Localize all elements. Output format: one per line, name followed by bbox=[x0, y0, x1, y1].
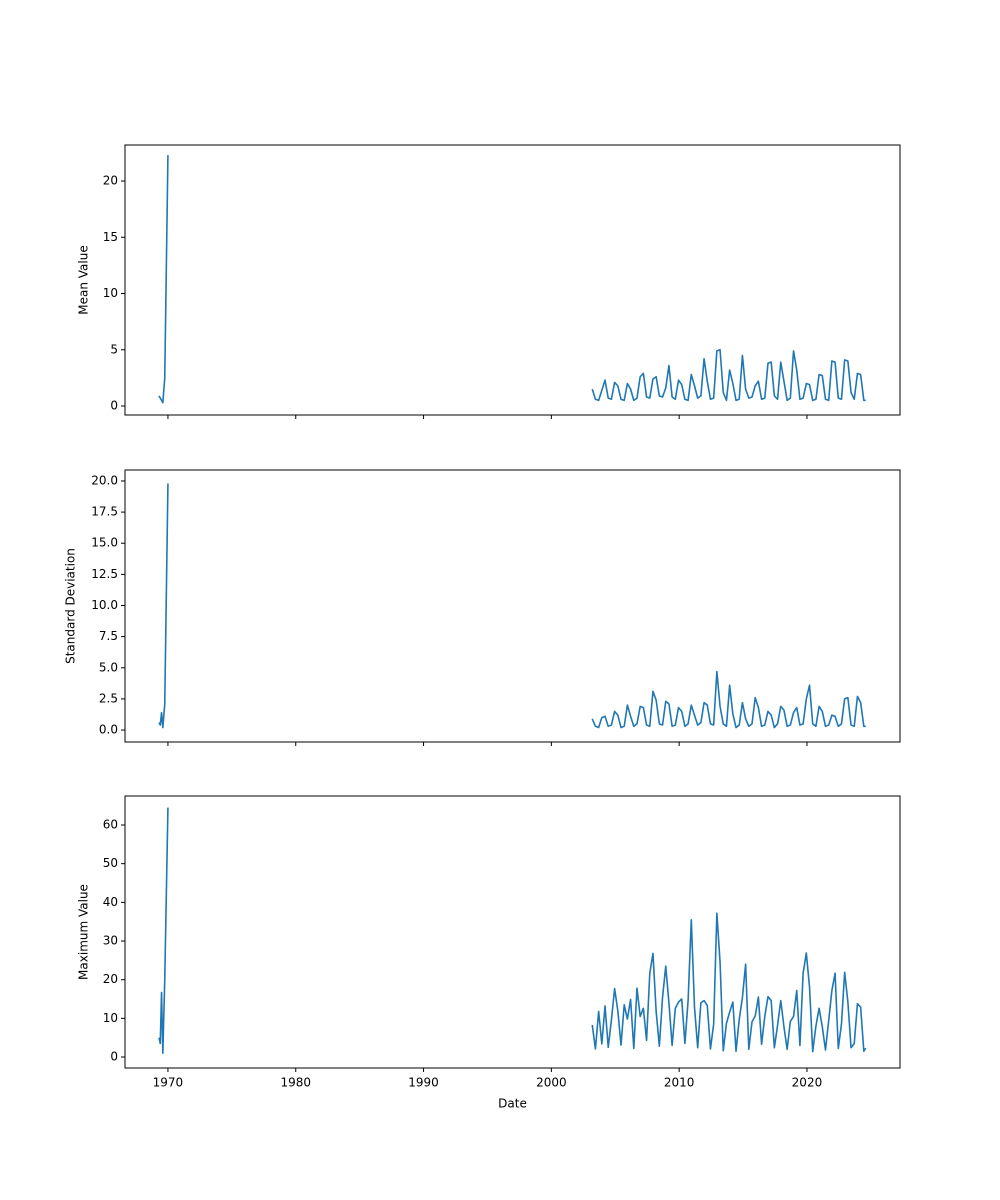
y-tick-label: 20 bbox=[103, 174, 118, 188]
y-tick-label: 20 bbox=[103, 972, 118, 986]
axes-frame bbox=[124, 469, 901, 743]
axes-frame bbox=[124, 144, 901, 416]
x-tick-label: 2020 bbox=[792, 1076, 823, 1090]
x-tick-label: 1990 bbox=[408, 1076, 439, 1090]
y-tick-label: 5.0 bbox=[99, 660, 118, 674]
y-tick-label: 10 bbox=[103, 286, 118, 300]
y-tick-label: 40 bbox=[103, 895, 118, 909]
y-tick-label: 7.5 bbox=[99, 629, 118, 643]
y-tick-label: 30 bbox=[103, 934, 118, 948]
y-axis-label: Mean Value bbox=[77, 245, 91, 314]
axes-frame bbox=[124, 795, 901, 1069]
data-line bbox=[158, 807, 867, 1054]
y-tick-label: 5 bbox=[110, 342, 118, 356]
y-tick-label: 17.5 bbox=[91, 505, 118, 519]
y-tick-label: 50 bbox=[103, 856, 118, 870]
x-tick-label: 1980 bbox=[280, 1076, 311, 1090]
y-tick-label: 20.0 bbox=[91, 473, 118, 487]
data-line bbox=[158, 155, 866, 404]
y-tick-label: 0 bbox=[110, 399, 118, 413]
y-axis-label: Standard Deviation bbox=[64, 548, 78, 664]
y-tick-label: 10.0 bbox=[91, 598, 118, 612]
x-axis-label: Date bbox=[498, 1097, 527, 1111]
y-tick-label: 12.5 bbox=[91, 567, 118, 581]
x-tick-label: 1970 bbox=[153, 1076, 184, 1090]
x-tick-label: 2000 bbox=[536, 1076, 567, 1090]
y-axis-label: Maximum Value bbox=[77, 884, 91, 980]
y-tick-label: 2.5 bbox=[99, 691, 118, 705]
y-tick-label: 0 bbox=[110, 1050, 118, 1064]
data-line bbox=[158, 483, 866, 729]
y-tick-label: 15.0 bbox=[91, 536, 118, 550]
y-tick-label: 60 bbox=[103, 818, 118, 832]
y-tick-label: 10 bbox=[103, 1011, 118, 1025]
y-tick-label: 0.0 bbox=[99, 723, 118, 737]
y-tick-label: 15 bbox=[103, 230, 118, 244]
x-tick-label: 2010 bbox=[664, 1076, 695, 1090]
